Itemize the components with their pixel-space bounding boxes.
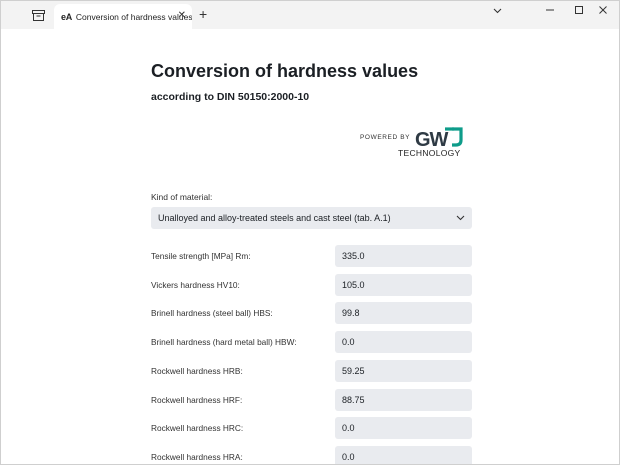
material-kind-select[interactable]: Unalloyed and alloy-treated steels and c… bbox=[151, 207, 472, 229]
gwj-logo-icon: GW bbox=[415, 127, 463, 151]
site-favicon-icon: eA bbox=[61, 11, 72, 22]
svg-text:GW: GW bbox=[415, 129, 449, 151]
field-label: Rockwell hardness HRA: bbox=[151, 452, 243, 462]
tab-actions-icon[interactable] bbox=[29, 7, 47, 23]
field-row-tensile-strength: Tensile strength [MPa] Rm: 335.0 bbox=[151, 245, 472, 267]
field-label: Rockwell hardness HRF: bbox=[151, 395, 243, 405]
maximize-button[interactable] bbox=[574, 5, 584, 19]
minimize-button[interactable] bbox=[545, 5, 555, 19]
close-window-button[interactable] bbox=[598, 5, 608, 19]
field-label: Tensile strength [MPa] Rm: bbox=[151, 251, 251, 261]
page-content: Conversion of hardness values according … bbox=[1, 29, 619, 464]
chevron-down-icon bbox=[456, 215, 465, 221]
brinell-hbw-input[interactable]: 0.0 bbox=[335, 331, 472, 353]
tab-close-icon[interactable]: ✕ bbox=[177, 10, 186, 21]
field-row-vickers-hv10: Vickers hardness HV10: 105.0 bbox=[151, 274, 472, 296]
logo-subtitle: TECHNOLOGY bbox=[398, 148, 461, 158]
field-row-brinell-hbs: Brinell hardness (steel ball) HBS: 99.8 bbox=[151, 302, 472, 324]
field-row-rockwell-hra: Rockwell hardness HRA: 0.0 bbox=[151, 446, 472, 464]
field-row-rockwell-hrc: Rockwell hardness HRC: 0.0 bbox=[151, 417, 472, 439]
page-subtitle: according to DIN 50150:2000-10 bbox=[151, 91, 310, 103]
new-tab-button[interactable]: + bbox=[199, 6, 208, 22]
vickers-hv10-input[interactable]: 105.0 bbox=[335, 274, 472, 296]
field-label: Brinell hardness (hard metal ball) HBW: bbox=[151, 337, 297, 347]
field-label: Rockwell hardness HRB: bbox=[151, 366, 243, 376]
tab-title: Conversion of hardness values bbox=[75, 11, 192, 22]
field-row-brinell-hbw: Brinell hardness (hard metal ball) HBW: … bbox=[151, 331, 472, 353]
tensile-strength-input[interactable]: 335.0 bbox=[335, 245, 472, 267]
title-bar: eA Conversion of hardness values ✕ + bbox=[1, 1, 619, 29]
rockwell-hrb-input[interactable]: 59.25 bbox=[335, 360, 472, 382]
field-row-rockwell-hrf: Rockwell hardness HRF: 88.75 bbox=[151, 389, 472, 411]
rockwell-hra-input[interactable]: 0.0 bbox=[335, 446, 472, 464]
tab-list-chevron-icon[interactable] bbox=[493, 6, 502, 19]
field-row-rockwell-hrb: Rockwell hardness HRB: 59.25 bbox=[151, 360, 472, 382]
rockwell-hrf-input[interactable]: 88.75 bbox=[335, 389, 472, 411]
material-kind-selected-value: Unalloyed and alloy-treated steels and c… bbox=[158, 213, 391, 223]
rockwell-hrc-input[interactable]: 0.0 bbox=[335, 417, 472, 439]
browser-tab[interactable]: eA Conversion of hardness values ✕ bbox=[54, 4, 192, 29]
field-label: Rockwell hardness HRC: bbox=[151, 423, 244, 433]
page-title: Conversion of hardness values bbox=[151, 61, 419, 81]
material-kind-label: Kind of material: bbox=[151, 192, 213, 202]
field-label: Brinell hardness (steel ball) HBS: bbox=[151, 308, 273, 318]
field-label: Vickers hardness HV10: bbox=[151, 280, 240, 290]
powered-by-label: POWERED BY bbox=[360, 134, 411, 141]
brinell-hbs-input[interactable]: 99.8 bbox=[335, 302, 472, 324]
